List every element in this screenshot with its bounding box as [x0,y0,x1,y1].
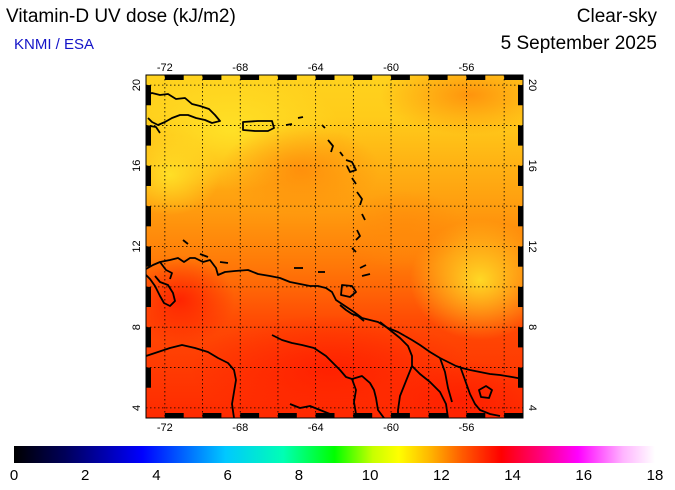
lat-tick-label-right: 8 [526,324,538,330]
border-tick-right [518,286,523,308]
lat-tick-label-right: 16 [526,160,538,172]
border-tick-left [146,165,151,186]
border-tick-left [146,367,151,388]
border-tick-bottom [353,413,373,418]
lon-tick-label-top: -56 [458,62,474,74]
lon-tick-label-top: -64 [308,62,324,74]
credit-label: KNMI / ESA [14,36,95,53]
border-tick-bottom [202,413,222,418]
border-tick-left [146,286,151,308]
colorbar-tick-label: 8 [295,467,303,484]
border-tick-top [277,75,297,80]
border-tick-left [146,125,151,146]
border-tick-bottom [391,413,410,418]
border-tick-bottom [277,413,297,418]
colorbar-tick-label: 12 [433,467,450,484]
border-tick-top [240,75,260,80]
border-tick-left [146,85,151,106]
border-tick-right [518,125,523,146]
colorbar-tick-label: 16 [575,467,592,484]
lon-tick-label-bottom: -72 [157,422,173,434]
lon-tick-label-top: -60 [383,62,399,74]
lat-tick-label-left: 12 [131,240,143,252]
colorbar-tick-label: 18 [647,467,664,484]
uv-field [146,75,523,418]
border-tick-bottom [240,413,260,418]
date-label: 5 September 2025 [500,33,657,54]
border-tick-right [518,85,523,106]
border-tick-top [391,75,410,80]
lon-tick-label-bottom: -68 [232,422,248,434]
border-tick-bottom [428,413,448,418]
border-tick-left [146,327,151,348]
lat-tick-label-right: 12 [526,240,538,252]
border-tick-bottom [504,413,523,418]
border-tick-left [146,206,151,227]
border-tick-bottom [164,413,184,418]
border-tick-top [504,75,523,80]
border-tick-right [518,165,523,186]
lon-tick-label-top: -68 [232,62,248,74]
lat-tick-label-left: 8 [131,324,143,330]
lon-tick-label-top: -72 [157,62,173,74]
border-tick-right [518,206,523,227]
colorbar-tick-label: 6 [223,467,231,484]
map-border-ticks [146,75,523,418]
lon-tick-label-bottom: -60 [383,422,399,434]
border-tick-left [146,246,151,267]
border-tick-bottom [466,413,486,418]
colorbar-tick-label: 2 [81,467,89,484]
border-tick-top [428,75,448,80]
colorbar-tick-label: 4 [152,467,160,484]
colorbar-tick-label: 14 [504,467,521,484]
colorbar [14,446,655,463]
lon-tick-label-bottom: -64 [308,422,324,434]
colorbar-tick-label: 0 [10,467,18,484]
border-tick-bottom [315,413,335,418]
border-tick-top [353,75,373,80]
lon-tick-label-bottom: -56 [458,422,474,434]
sky-condition-label: Clear-sky [576,6,657,27]
border-tick-top [315,75,335,80]
lat-tick-label-left: 4 [131,405,143,411]
lat-tick-label-left: 16 [131,160,143,172]
border-tick-top [466,75,486,80]
border-tick-right [518,367,523,388]
map-gridlines [146,75,523,418]
border-tick-right [518,327,523,348]
lat-tick-label-left: 20 [131,79,143,91]
lat-tick-label-right: 4 [526,405,538,411]
colorbar-tick-label: 10 [362,467,379,484]
border-tick-right [518,246,523,267]
axis-tick-labels: -72 -72 -68 -68 -64 -64 -60 -60 -56 -56 4 4 8 8 12 12 16… [131,62,538,434]
colorbar-tick-labels: 0 2 4 6 8 10 12 14 16 18 [10,467,664,484]
chart-title: Vitamin-D UV dose (kJ/m2) [6,6,236,27]
lat-tick-label-right: 20 [526,79,538,91]
coastlines [146,92,523,418]
border-tick-top [164,75,184,80]
border-tick-top [202,75,222,80]
